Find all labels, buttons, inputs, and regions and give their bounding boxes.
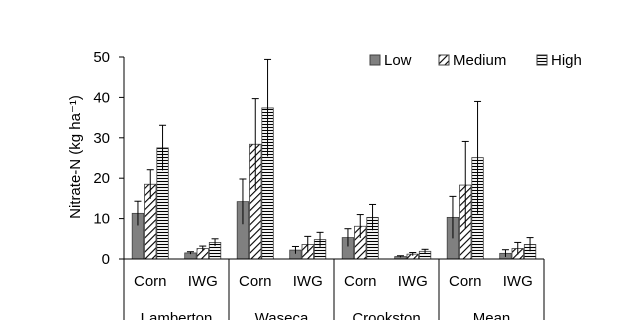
legend: Low Medium High [369, 52, 582, 69]
legend-label-medium: Medium [453, 52, 506, 69]
x-group-label: Crookston [352, 310, 420, 320]
y-tick-label: 30 [93, 130, 110, 147]
y-tick-label: 0 [102, 251, 110, 268]
x-axis: Corn IWG Corn IWG Corn IWG Corn IWG Lamberton Was… [123, 258, 545, 325]
x-subcategory-label: Corn [449, 273, 482, 290]
x-group-label: Lamberton [141, 310, 213, 320]
y-tick-label: 40 [93, 89, 110, 106]
y-tick-label: 50 [93, 49, 110, 66]
legend-label-low: Low [384, 52, 412, 69]
legend-swatch-medium [438, 54, 450, 66]
x-subcategory-label: Corn [239, 273, 272, 290]
legend-swatch-high [536, 54, 548, 66]
x-subcategory-label: IWG [293, 273, 323, 290]
x-subcategory-label: Corn [344, 273, 377, 290]
y-tick-label: 20 [93, 170, 110, 187]
x-subcategory-label: IWG [503, 273, 533, 290]
x-group-label: Waseca [255, 310, 309, 320]
legend-label-high: High [551, 52, 582, 69]
y-axis: 0 10 20 30 40 50 [93, 49, 125, 268]
x-subcategory-label: IWG [188, 273, 218, 290]
y-tick-label: 10 [93, 211, 110, 228]
x-group-label: Mean [473, 310, 511, 320]
x-subcategory-label: IWG [398, 273, 428, 290]
y-axis-title: Nitrate-N (kg ha⁻¹) [67, 95, 84, 219]
legend-swatch-low [369, 54, 381, 66]
x-subcategory-label: Corn [134, 273, 167, 290]
plot-bars [131, 58, 537, 260]
